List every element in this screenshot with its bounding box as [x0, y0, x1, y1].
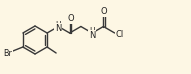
- Text: H: H: [56, 20, 61, 30]
- Text: N: N: [55, 24, 62, 33]
- Text: H: H: [89, 27, 95, 36]
- Text: Cl: Cl: [116, 30, 124, 38]
- Text: O: O: [101, 7, 108, 16]
- Text: O: O: [67, 14, 74, 23]
- Text: Br: Br: [3, 48, 12, 57]
- Text: N: N: [89, 30, 95, 40]
